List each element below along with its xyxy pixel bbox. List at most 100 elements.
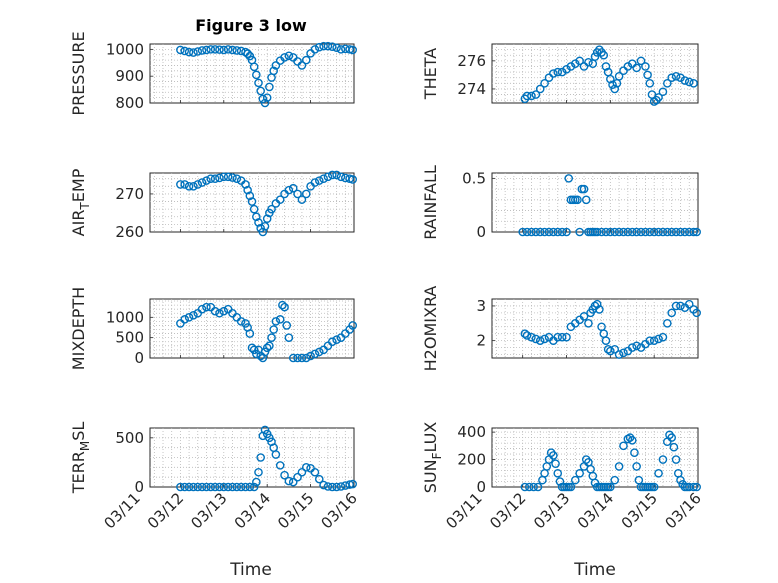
data-point <box>623 227 633 237</box>
subplot-pressure: 800 900 1000 PRESSURE <box>69 31 357 116</box>
data-point <box>645 79 655 88</box>
data-point <box>254 218 263 227</box>
data-point <box>282 321 292 330</box>
data-point <box>254 467 263 477</box>
data-point <box>348 321 357 330</box>
data-point <box>332 482 341 492</box>
data-point <box>206 45 216 54</box>
data-point <box>265 341 274 351</box>
data-point <box>575 468 584 478</box>
subplot-rainfall: 0 0.5 RAINFALL <box>421 165 701 241</box>
data-point <box>184 482 194 492</box>
data-point <box>663 318 672 328</box>
data-point <box>210 306 220 316</box>
y-axis-label: THETA <box>421 48 440 100</box>
data-point <box>684 77 694 87</box>
data-point <box>529 482 538 492</box>
data-point <box>551 459 560 468</box>
data-point <box>254 78 263 88</box>
x-tick-label: 03/13 <box>530 489 573 532</box>
data-point <box>531 334 541 344</box>
data-point <box>676 227 685 237</box>
x-tick-label: 03/13 <box>187 489 230 532</box>
data-point <box>288 477 298 487</box>
data-point <box>228 173 237 182</box>
data-point <box>265 82 274 92</box>
data-point <box>269 325 279 334</box>
data-point <box>579 184 589 194</box>
data-point <box>540 227 549 237</box>
data-point <box>518 227 527 237</box>
data-point <box>297 195 307 204</box>
data-point <box>527 91 536 101</box>
subplot-theta: 274 276 THETA <box>421 43 699 106</box>
data-point <box>535 336 545 345</box>
y-tick-label: 800 <box>115 94 144 112</box>
data-point <box>692 308 701 318</box>
data-point <box>619 441 628 451</box>
data-point <box>689 227 698 237</box>
data-point <box>564 174 574 183</box>
data-point <box>614 462 624 471</box>
data-point <box>280 470 289 480</box>
y-tick-label: 500 <box>115 429 144 447</box>
data-point <box>627 343 637 352</box>
data-point <box>215 308 224 318</box>
data-point <box>278 300 287 310</box>
data-point <box>284 333 294 342</box>
data-point <box>306 351 315 361</box>
data-point <box>592 227 602 237</box>
y-axis-label: TERRMSL <box>69 422 92 495</box>
x-axis-label-left: Time <box>229 560 272 580</box>
y-axis-label: H2OMIXRA <box>421 286 440 372</box>
x-axis-label-right: Time <box>573 560 616 580</box>
data-point <box>256 86 265 96</box>
data-point <box>314 176 324 185</box>
data-point <box>197 482 207 492</box>
data-point <box>531 90 541 99</box>
data-point <box>658 332 668 342</box>
data-point <box>645 336 655 345</box>
y-axis-label: RAINFALL <box>421 165 440 240</box>
data-point <box>579 312 589 321</box>
data-point <box>256 453 265 462</box>
data-point <box>531 227 541 237</box>
data-point <box>692 482 701 492</box>
data-point <box>630 448 639 457</box>
data-point <box>202 45 211 55</box>
data-point <box>241 482 250 492</box>
data-point <box>610 84 620 94</box>
data-point <box>327 482 337 492</box>
data-point <box>323 172 333 182</box>
data-point <box>249 204 259 214</box>
data-point <box>336 482 346 491</box>
data-point <box>595 305 604 314</box>
data-point <box>555 477 565 486</box>
data-point <box>689 79 698 88</box>
data-point <box>522 331 532 340</box>
axes-box <box>491 43 699 104</box>
data-point <box>245 482 255 492</box>
data-point <box>236 482 246 492</box>
data-point <box>301 189 311 199</box>
data-point <box>197 304 207 314</box>
y-axis-label: SUNFLUX <box>421 422 444 494</box>
data-point <box>202 176 211 185</box>
data-point <box>535 227 545 237</box>
data-point <box>614 227 624 237</box>
data-point <box>557 332 567 342</box>
data-point <box>632 63 641 73</box>
y-tick-label: 260 <box>115 223 144 241</box>
data-point <box>549 69 558 78</box>
data-point <box>345 480 354 489</box>
data-point <box>584 57 593 67</box>
data-point <box>524 482 534 492</box>
data-point <box>323 482 333 491</box>
data-point <box>332 335 341 344</box>
data-point <box>301 463 311 472</box>
data-point <box>522 227 532 237</box>
data-point <box>310 45 320 54</box>
data-point <box>608 80 617 90</box>
data-point <box>314 42 324 52</box>
